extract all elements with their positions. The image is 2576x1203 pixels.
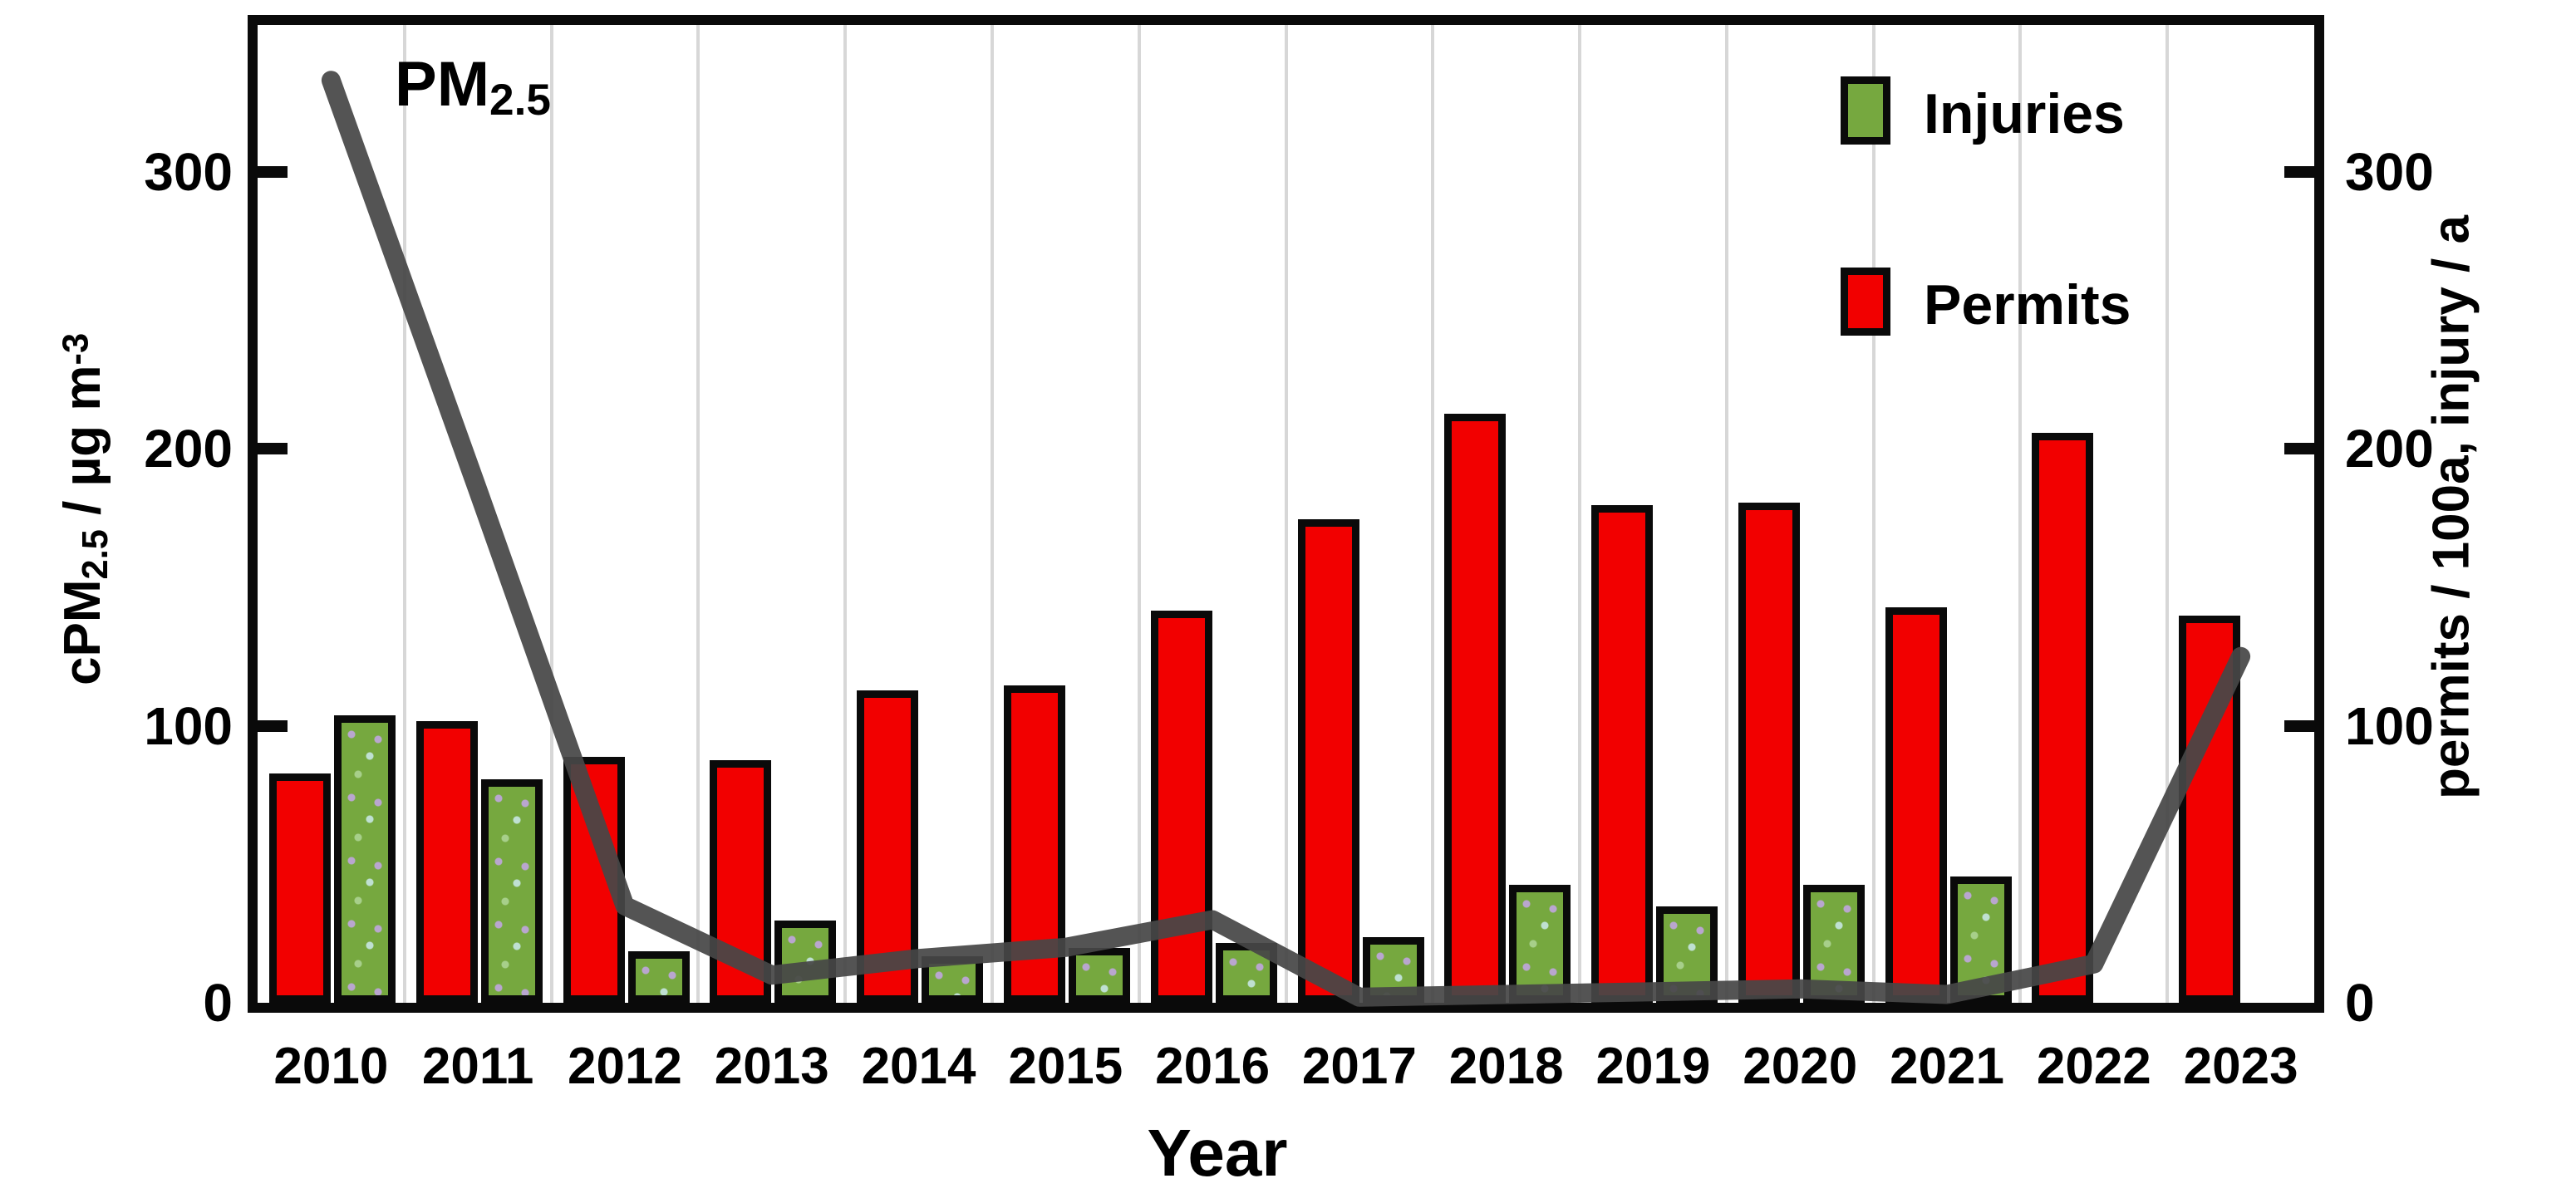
y-tick-label-left-100: 100 (144, 695, 233, 756)
x-tick-label-2017: 2017 (1301, 1038, 1417, 1095)
gridline (1431, 25, 1435, 1003)
bar-injuries-2011 (480, 778, 543, 1003)
gridline (2018, 25, 2023, 1003)
x-axis-title: Year (1147, 1116, 1288, 1190)
x-tick-label-2011: 2011 (421, 1038, 534, 1095)
legend-injuries-label: Injuries (1924, 82, 2125, 145)
gridline (402, 25, 406, 1003)
bar-permits-2017 (1297, 518, 1359, 1003)
x-tick-label-2014: 2014 (861, 1038, 976, 1095)
pm25-polyline (321, 71, 2251, 1007)
y-tick-label-left-200: 200 (144, 419, 233, 479)
pm25-line (321, 71, 2251, 1007)
plot-frame: PM2.5 Injuries Permits (248, 15, 2324, 1013)
bar-permits-2021 (1885, 607, 1947, 1003)
injuries-swatch-icon (1841, 76, 1890, 145)
gridline (1724, 25, 1728, 1003)
bar-injuries-2012 (627, 950, 690, 1003)
bar-injuries-2013 (774, 920, 837, 1003)
y-tick-left-300 (258, 165, 288, 178)
bar-permits-2011 (415, 720, 478, 1003)
gridline (843, 25, 848, 1003)
y-tick-label-left-0: 0 (203, 973, 233, 1033)
bar-permits-2019 (1591, 504, 1654, 1003)
legend-item-injuries: Injuries (1841, 76, 2190, 160)
y-tick-right-200 (2284, 443, 2314, 455)
bar-permits-2020 (1738, 502, 1800, 1003)
y-tick-right-300 (2284, 165, 2314, 178)
y-tick-right-100 (2284, 719, 2314, 732)
y-tick-left-200 (258, 443, 288, 455)
gridline (1284, 25, 1288, 1003)
bar-injuries-2014 (922, 956, 984, 1003)
gridline (2166, 25, 2170, 1003)
y-tick-label-left-300: 300 (144, 141, 233, 202)
gridline (990, 25, 994, 1003)
x-tick-label-2022: 2022 (2036, 1038, 2151, 1095)
y-tick-label-right-300: 300 (2345, 141, 2434, 202)
y-tick-left-100 (258, 719, 288, 732)
x-tick-label-2018: 2018 (1448, 1038, 1564, 1095)
bar-permits-2018 (1444, 413, 1507, 1003)
bar-injuries-2010 (334, 715, 396, 1003)
gridline (696, 25, 701, 1003)
y-tick-label-right-200: 200 (2345, 419, 2434, 479)
x-tick-label-2012: 2012 (567, 1038, 682, 1095)
x-tick-label-2015: 2015 (1008, 1038, 1123, 1095)
gridline (1871, 25, 1875, 1003)
x-tick-label-2013: 2013 (714, 1038, 829, 1095)
x-tick-label-2019: 2019 (1595, 1038, 1711, 1095)
bar-permits-2010 (269, 773, 331, 1003)
bar-injuries-2020 (1802, 884, 1865, 1003)
x-tick-label-2016: 2016 (1155, 1038, 1271, 1095)
y-tick-label-right-100: 100 (2345, 695, 2434, 756)
gridline (549, 25, 553, 1003)
plot-area: PM2.5 Injuries Permits (258, 25, 2314, 1007)
bar-injuries-2015 (1068, 948, 1130, 1003)
x-tick-label-2020: 2020 (1743, 1038, 1858, 1095)
y-tick-label-right-0: 0 (2345, 973, 2375, 1033)
gridline (1578, 25, 1582, 1003)
bar-permits-2022 (2032, 433, 2094, 1003)
x-tick-label-2021: 2021 (1890, 1038, 2004, 1095)
x-tick-label-2010: 2010 (273, 1038, 389, 1095)
legend-permits-label: Permits (1924, 273, 2131, 336)
permits-swatch-icon (1841, 268, 1890, 336)
x-tick-label-2023: 2023 (2183, 1038, 2298, 1095)
bar-injuries-2021 (1949, 876, 2012, 1003)
legend-item-permits: Permits (1841, 268, 2190, 351)
gridline (1137, 25, 1141, 1003)
pm25-line-label: PM2.5 (395, 49, 551, 125)
